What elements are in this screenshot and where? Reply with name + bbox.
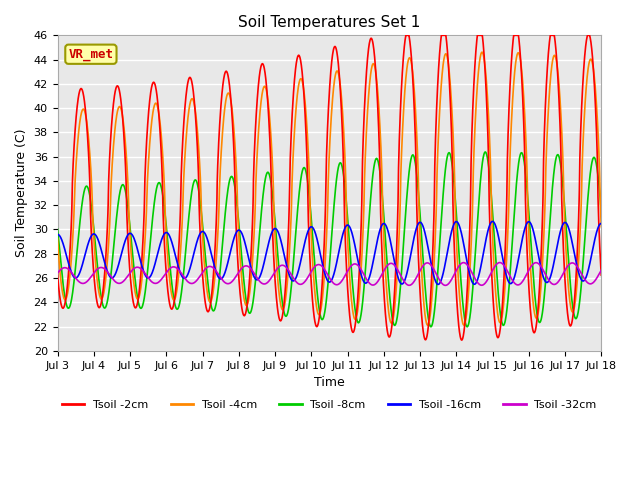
Title: Soil Temperatures Set 1: Soil Temperatures Set 1 [238, 15, 420, 30]
Text: VR_met: VR_met [68, 48, 113, 61]
X-axis label: Time: Time [314, 376, 345, 389]
Y-axis label: Soil Temperature (C): Soil Temperature (C) [15, 129, 28, 257]
Legend: Tsoil -2cm, Tsoil -4cm, Tsoil -8cm, Tsoil -16cm, Tsoil -32cm: Tsoil -2cm, Tsoil -4cm, Tsoil -8cm, Tsoi… [58, 396, 601, 415]
